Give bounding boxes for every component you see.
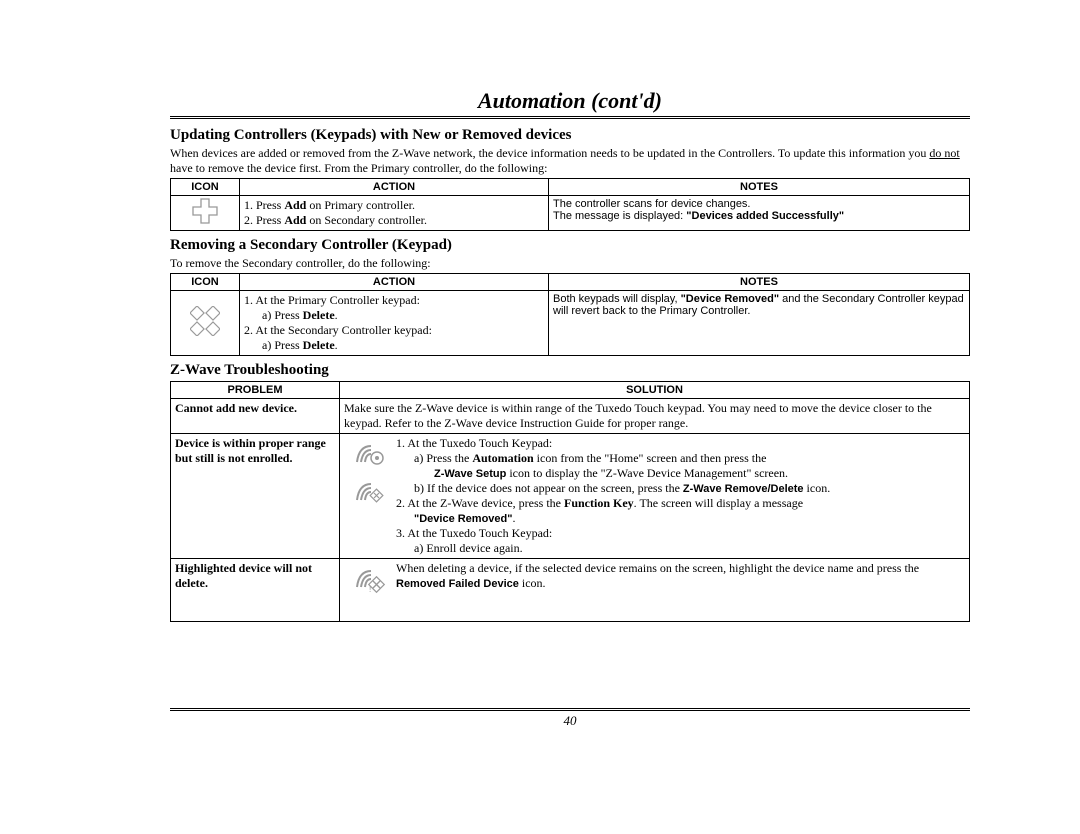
table-row: 1. At the Primary Controller keypad: a) … xyxy=(171,291,970,356)
table-header-row: ICON ACTION NOTES xyxy=(171,274,970,291)
a1-pre: 1. Press xyxy=(244,198,284,212)
table-row: Highlighted device will not delete. ! xyxy=(171,559,970,622)
s3-pre: When deleting a device, if the selected … xyxy=(396,561,919,575)
s1a-pre: a) Press the xyxy=(414,451,472,465)
intro-removing: To remove the Secondary controller, do t… xyxy=(170,256,970,271)
table-header-row: ICON ACTION NOTES xyxy=(171,179,970,196)
solution-cell: Make sure the Z-Wave device is within ra… xyxy=(340,399,970,434)
table-removing: ICON ACTION NOTES 1. At the Primary Cont… xyxy=(170,273,970,356)
solution-cell: ! When deleting a device, if the selecte… xyxy=(340,559,970,622)
svg-text:!: ! xyxy=(369,585,371,594)
icon-box xyxy=(344,436,396,510)
ra1: 1. At the Primary Controller keypad: xyxy=(244,293,544,308)
zwave-failed-icon: ! xyxy=(353,565,387,595)
p2: Device is within proper range but still … xyxy=(175,436,326,465)
table-header-row: PROBLEM SOLUTION xyxy=(171,382,970,399)
s1b-post: icon. xyxy=(804,481,831,495)
s2-b: Function Key xyxy=(564,496,634,510)
ra1a-post: . xyxy=(335,308,338,322)
table-row: 1. Press Add on Primary controller. 2. P… xyxy=(171,196,970,231)
a1-bold: Add xyxy=(284,198,306,212)
intro-updating: When devices are added or removed from t… xyxy=(170,146,970,176)
icon-cell xyxy=(171,196,240,231)
th-action: ACTION xyxy=(240,179,549,196)
s2-b2: "Device Removed" xyxy=(414,513,512,525)
problem-cell: Highlighted device will not delete. xyxy=(171,559,340,622)
heading-updating: Updating Controllers (Keypads) with New … xyxy=(170,127,970,144)
p3: Highlighted device will not delete. xyxy=(175,561,312,590)
s1b-pre: b) If the device does not appear on the … xyxy=(414,481,683,495)
ra2a-b: Delete xyxy=(303,338,335,352)
solution-cell: 1. At the Tuxedo Touch Keypad: a) Press … xyxy=(340,434,970,559)
heading-removing: Removing a Secondary Controller (Keypad) xyxy=(170,237,970,254)
table-updating: ICON ACTION NOTES 1. Press Add on Primar… xyxy=(170,178,970,231)
x-keypad-icon xyxy=(190,306,220,336)
intro-pre: When devices are added or removed from t… xyxy=(170,146,929,160)
th-notes: NOTES xyxy=(549,274,970,291)
a2-bold: Add xyxy=(284,213,306,227)
plus-icon xyxy=(192,198,218,224)
solution-text: 1. At the Tuxedo Touch Keypad: a) Press … xyxy=(396,436,965,556)
n2-pre: The message is displayed: xyxy=(553,210,686,222)
s3a: a) Enroll device again. xyxy=(414,541,965,556)
problem-cell: Device is within proper range but still … xyxy=(171,434,340,559)
s1a-mid: icon from the "Home" screen and then pre… xyxy=(534,451,767,465)
th-icon: ICON xyxy=(171,274,240,291)
ra2a-pre: a) Press xyxy=(262,338,303,352)
icon-cell xyxy=(171,291,240,356)
s3-b: Removed Failed Device xyxy=(396,578,519,590)
ra1a-pre: a) Press xyxy=(262,308,303,322)
page-container: Automation (cont'd) Updating Controllers… xyxy=(0,0,1080,769)
n1: The controller scans for device changes. xyxy=(553,198,965,210)
s1b-b: Z-Wave Remove/Delete xyxy=(683,483,804,495)
action-cell: 1. Press Add on Primary controller. 2. P… xyxy=(240,196,549,231)
s2-pre: 2. At the Z-Wave device, press the xyxy=(396,496,564,510)
ra2a-post: . xyxy=(335,338,338,352)
ra1a-b: Delete xyxy=(303,308,335,322)
ra2: 2. At the Secondary Controller keypad: xyxy=(244,323,544,338)
table-row: Cannot add new device. Make sure the Z-W… xyxy=(171,399,970,434)
p1: Cannot add new device. xyxy=(175,401,297,415)
page-title: Automation (cont'd) xyxy=(170,88,970,119)
s1a-b1: Automation xyxy=(472,451,533,465)
th-notes: NOTES xyxy=(549,179,970,196)
notes-cell: The controller scans for device changes.… xyxy=(549,196,970,231)
notes-cell: Both keypads will display, "Device Remov… xyxy=(549,291,970,356)
th-problem: PROBLEM xyxy=(171,382,340,399)
heading-trouble: Z-Wave Troubleshooting xyxy=(170,362,970,379)
s2-post: . xyxy=(512,511,515,525)
a2-pre: 2. Press xyxy=(244,213,284,227)
problem-cell: Cannot add new device. xyxy=(171,399,340,434)
n2-bold: "Devices added Successfully" xyxy=(686,210,844,222)
intro-underline: do not xyxy=(929,146,959,160)
s1: 1. At the Tuxedo Touch Keypad: xyxy=(396,436,965,451)
s2-mid: . The screen will display a message xyxy=(634,496,803,510)
footer-rule xyxy=(170,708,970,711)
s1a2-b2: Z-Wave Setup xyxy=(434,468,506,480)
rn-pre: Both keypads will display, xyxy=(553,293,681,305)
zwave-gear-icon xyxy=(353,440,387,468)
th-solution: SOLUTION xyxy=(340,382,970,399)
s3: 3. At the Tuxedo Touch Keypad: xyxy=(396,526,965,541)
a1-post: on Primary controller. xyxy=(306,198,415,212)
th-action: ACTION xyxy=(240,274,549,291)
page-number: 40 xyxy=(170,713,970,729)
solution-text: When deleting a device, if the selected … xyxy=(396,561,965,619)
table-row: Device is within proper range but still … xyxy=(171,434,970,559)
icon-box: ! xyxy=(344,561,396,599)
s1a2-post: icon to display the "Z-Wave Device Manag… xyxy=(506,466,788,480)
zwave-x-icon xyxy=(353,478,387,506)
th-icon: ICON xyxy=(171,179,240,196)
a2-post: on Secondary controller. xyxy=(306,213,427,227)
table-troubleshoot: PROBLEM SOLUTION Cannot add new device. … xyxy=(170,381,970,622)
action-cell: 1. At the Primary Controller keypad: a) … xyxy=(240,291,549,356)
rn-b: "Device Removed" xyxy=(681,293,779,305)
s3-post: icon. xyxy=(519,576,546,590)
intro-post: have to remove the device first. From th… xyxy=(170,161,547,175)
